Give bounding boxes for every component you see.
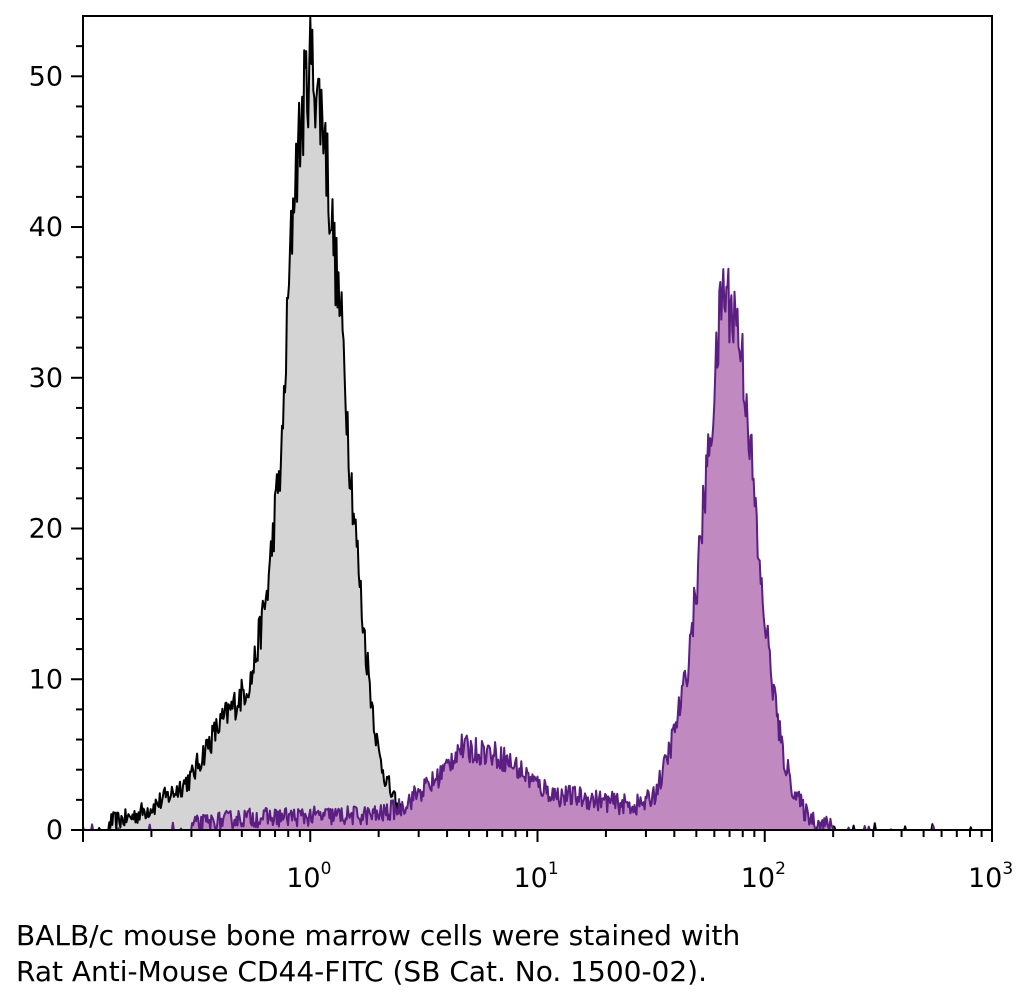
caption-line-1: BALB/c mouse bone marrow cells were stai… bbox=[16, 919, 741, 952]
x-axis: 100 101 102 103 bbox=[82, 830, 1013, 894]
y-axis: 0 10 20 30 40 50 bbox=[29, 45, 83, 846]
plot-frame bbox=[82, 15, 993, 831]
x-tick-label: 102 bbox=[741, 859, 786, 894]
x-tick-label: 103 bbox=[968, 859, 1013, 894]
figure-caption: BALB/c mouse bone marrow cells were stai… bbox=[16, 918, 1006, 990]
histogram-control bbox=[82, 16, 993, 831]
caption-line-2: Rat Anti-Mouse CD44-FITC (SB Cat. No. 15… bbox=[16, 955, 708, 988]
x-tick-label: 100 bbox=[286, 859, 331, 894]
y-tick-label: 50 bbox=[29, 61, 63, 92]
y-tick-label: 30 bbox=[29, 363, 63, 394]
y-tick-label: 20 bbox=[29, 514, 63, 545]
histogram-chart: 0 10 20 30 40 50 100 101 102 103 bbox=[29, 15, 1013, 894]
y-tick-label: 0 bbox=[46, 815, 63, 846]
y-tick-label: 40 bbox=[29, 212, 63, 243]
x-tick-label: 101 bbox=[514, 859, 559, 894]
series-layer bbox=[82, 16, 993, 831]
y-tick-label: 10 bbox=[29, 664, 63, 695]
